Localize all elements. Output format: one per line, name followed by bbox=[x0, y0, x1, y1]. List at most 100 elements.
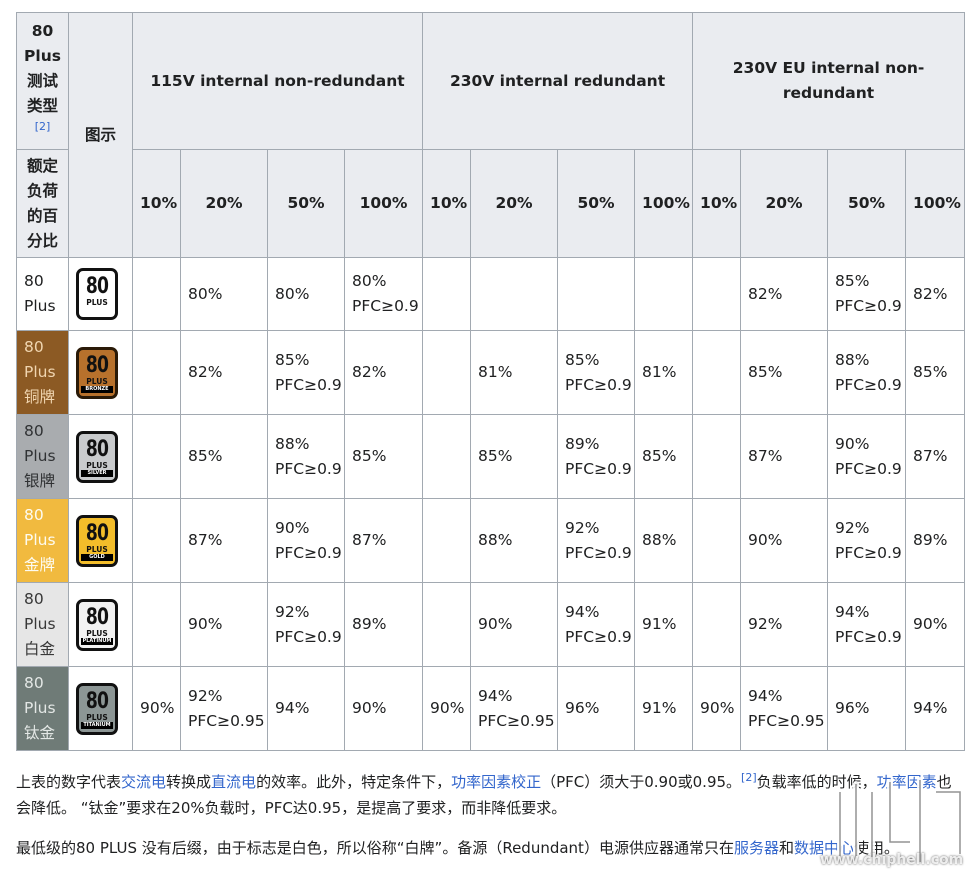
efficiency-cell: 96% bbox=[557, 666, 636, 751]
eighty-plus-badge-icon: 80 PLUS TITANIUM bbox=[76, 682, 118, 735]
efficiency-cell bbox=[422, 257, 472, 331]
load-header-0: 10% bbox=[132, 149, 181, 258]
rating-logo-cell: 80 PLUS BRONZE bbox=[68, 330, 133, 415]
efficiency-cell: 80% PFC≥0.9 bbox=[343, 257, 424, 331]
link-datacenter[interactable]: 数据中心 bbox=[793, 839, 854, 857]
efficiency-cell: 92% PFC≥0.95 bbox=[180, 666, 268, 751]
efficiency-cell: 94% PFC≥0.9 bbox=[827, 582, 907, 667]
efficiency-cell: 88% bbox=[634, 498, 694, 583]
efficiency-cell: 81% bbox=[470, 330, 559, 415]
load-header-4: 10% bbox=[422, 149, 472, 258]
load-header-6: 50% bbox=[557, 149, 636, 258]
rating-name: 80 Plus 金牌 bbox=[16, 498, 69, 583]
description-paragraph-2: 最低级的80 PLUS 没有后缀，由于标志是白色，所以俗称“白牌”。备源（Red… bbox=[16, 839, 900, 857]
efficiency-cell: 90% PFC≥0.9 bbox=[827, 414, 907, 499]
efficiency-cell: 81% bbox=[634, 330, 694, 415]
efficiency-cell: 90% PFC≥0.9 bbox=[267, 498, 345, 583]
efficiency-cell: 94% PFC≥0.95 bbox=[470, 666, 559, 751]
efficiency-cell: 85% bbox=[343, 414, 424, 499]
rating-name: 80 Plus 银牌 bbox=[16, 414, 69, 499]
efficiency-cell: 90% bbox=[422, 666, 472, 751]
efficiency-cell: 87% bbox=[905, 414, 966, 499]
eighty-plus-badge-icon: 80 PLUS PLATINUM bbox=[76, 598, 118, 651]
efficiency-cell: 85% PFC≥0.9 bbox=[827, 257, 907, 331]
efficiency-cell: 85% PFC≥0.9 bbox=[557, 330, 636, 415]
load-header-9: 20% bbox=[740, 149, 829, 258]
load-header-7: 100% bbox=[634, 149, 694, 258]
efficiency-cell: 80% bbox=[180, 257, 268, 331]
efficiency-cell: 90% bbox=[470, 582, 559, 667]
efficiency-cell: 82% bbox=[343, 330, 424, 415]
link-pfc[interactable]: 功率因素校正 bbox=[451, 773, 542, 791]
efficiency-cell bbox=[132, 498, 181, 583]
load-header-2: 50% bbox=[267, 149, 345, 258]
reference-link[interactable]: [2] bbox=[741, 771, 757, 784]
link-dc[interactable]: 直流电 bbox=[211, 773, 257, 791]
efficiency-cell: 92% PFC≥0.9 bbox=[557, 498, 636, 583]
efficiency-cell: 90% bbox=[905, 582, 966, 667]
efficiency-cell bbox=[132, 330, 181, 415]
efficiency-cell: 90% bbox=[132, 666, 181, 751]
efficiency-cell: 88% bbox=[470, 498, 559, 583]
efficiency-cell: 92% bbox=[740, 582, 829, 667]
table-row: 80 Plus 钛金 80 PLUS TITANIUM 90% 92% PFC≥0.95 94%… bbox=[16, 666, 966, 751]
load-header-5: 20% bbox=[470, 149, 559, 258]
link-power-factor[interactable]: 功率因素 bbox=[876, 773, 937, 791]
efficiency-cell: 82% bbox=[180, 330, 268, 415]
load-header-8: 10% bbox=[692, 149, 742, 258]
rating-name: 80 Plus 钛金 bbox=[16, 666, 69, 751]
efficiency-cell: 85% bbox=[740, 330, 829, 415]
rating-name: 80 Plus 铜牌 bbox=[16, 330, 69, 415]
table-row: 80 Plus 白金 80 PLUS PLATINUM 90% 92% PFC≥0.9 89% 9… bbox=[16, 582, 966, 667]
efficiency-cell bbox=[557, 257, 636, 331]
efficiency-cell bbox=[692, 582, 742, 667]
efficiency-cell: 94% bbox=[905, 666, 966, 751]
rating-logo-cell: 80 PLUS bbox=[68, 257, 133, 331]
efficiency-cell bbox=[634, 257, 694, 331]
load-header-1: 20% bbox=[180, 149, 268, 258]
efficiency-cell: 90% bbox=[180, 582, 268, 667]
efficiency-cell: 82% bbox=[740, 257, 829, 331]
efficiency-cell: 91% bbox=[634, 666, 694, 751]
link-ac[interactable]: 交流电 bbox=[121, 773, 167, 791]
efficiency-cell: 90% bbox=[692, 666, 742, 751]
efficiency-cell: 92% PFC≥0.9 bbox=[827, 498, 907, 583]
efficiency-cell: 80% bbox=[267, 257, 345, 331]
description-paragraph-1: 上表的数字代表交流电转换成直流电的效率。此外，特定条件下，功率因素校正（PFC）… bbox=[16, 771, 952, 817]
efficiency-cell bbox=[422, 582, 472, 667]
efficiency-cell: 90% bbox=[740, 498, 829, 583]
efficiency-cell bbox=[422, 498, 472, 583]
efficiency-cell bbox=[692, 257, 742, 331]
efficiency-cell: 89% PFC≥0.9 bbox=[557, 414, 636, 499]
load-percent-header: 额定负荷的百分比 bbox=[16, 149, 69, 258]
reference-link[interactable]: [2] bbox=[34, 119, 51, 133]
logo-column-header: 图示 bbox=[68, 12, 133, 258]
efficiency-cell: 94% bbox=[267, 666, 345, 751]
rating-logo-cell: 80 PLUS SILVER bbox=[68, 414, 133, 499]
table-row: 80 Plus 金牌 80 PLUS GOLD 87% 90% PFC≥0.9 87% 88% 92… bbox=[16, 498, 966, 583]
efficiency-table: 80 Plus测试类型[2] 图示 115V internal non-redu… bbox=[16, 12, 966, 751]
test-type-header: 80 Plus测试类型[2] bbox=[16, 12, 69, 150]
rating-logo-cell: 80 PLUS GOLD bbox=[68, 498, 133, 583]
eighty-plus-badge-icon: 80 PLUS BRONZE bbox=[76, 346, 118, 399]
link-server[interactable]: 服务器 bbox=[733, 839, 779, 857]
eighty-plus-badge-icon: 80 PLUS SILVER bbox=[76, 430, 118, 483]
table-row: 80 Plus 80 PLUS 80% 80% 80% PFC≥0.9 82% 85% PFC≥0… bbox=[16, 257, 966, 331]
group-header-230v-eu: 230V EU internal non-redundant bbox=[692, 12, 966, 150]
efficiency-cell bbox=[132, 582, 181, 667]
group-header-230v: 230V internal redundant bbox=[422, 12, 694, 150]
efficiency-cell: 88% PFC≥0.9 bbox=[827, 330, 907, 415]
efficiency-cell: 90% bbox=[343, 666, 424, 751]
efficiency-cell: 85% bbox=[905, 330, 966, 415]
table-row: 80 Plus 铜牌 80 PLUS BRONZE 82% 85% PFC≥0.9 82% 81%… bbox=[16, 330, 966, 415]
efficiency-cell: 85% bbox=[470, 414, 559, 499]
efficiency-cell bbox=[470, 257, 559, 331]
efficiency-cell: 85% bbox=[180, 414, 268, 499]
rating-name: 80 Plus 白金 bbox=[16, 582, 69, 667]
eighty-plus-badge-icon: 80 PLUS GOLD bbox=[76, 514, 118, 567]
efficiency-cell: 85% bbox=[634, 414, 694, 499]
efficiency-cell: 87% bbox=[343, 498, 424, 583]
efficiency-cell bbox=[422, 330, 472, 415]
load-header-3: 100% bbox=[343, 149, 424, 258]
efficiency-cell: 88% PFC≥0.9 bbox=[267, 414, 345, 499]
